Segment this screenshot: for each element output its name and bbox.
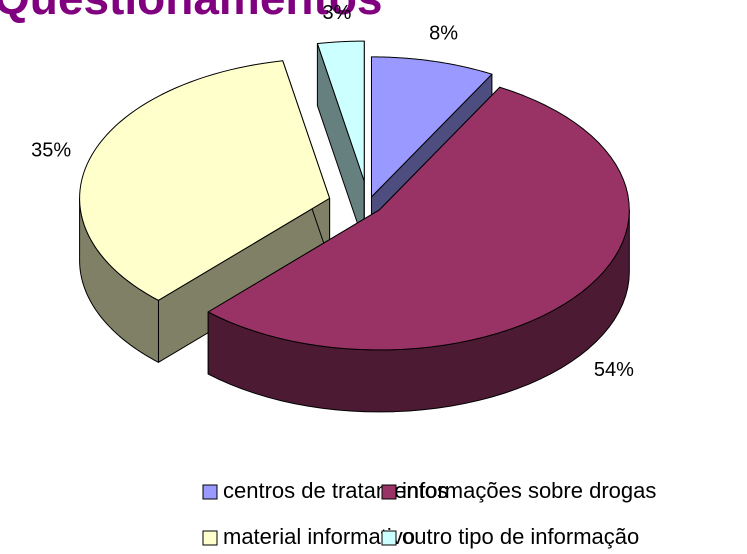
legend-swatch [381, 484, 397, 500]
data-label: 8% [429, 22, 458, 44]
slice-top [316, 40, 365, 182]
legend-label: informações sobre drogas [402, 478, 656, 503]
data-label: 35% [31, 140, 71, 162]
legend-swatch [202, 484, 218, 500]
legend-label: outro tipo de informação [402, 524, 639, 549]
chart-title: Questionamentos [0, 0, 383, 24]
legend-swatch [202, 530, 218, 546]
pie-slice [79, 60, 331, 363]
pie-slice [316, 40, 365, 244]
legend-label: centros de tratamentos [223, 478, 448, 503]
slice-top [370, 56, 493, 198]
slice-top [207, 86, 630, 351]
slice-top [79, 60, 331, 301]
data-label: 3% [322, 2, 351, 24]
data-label: 54% [594, 359, 634, 381]
pie-slice [207, 86, 630, 413]
legend-swatch [381, 530, 397, 546]
